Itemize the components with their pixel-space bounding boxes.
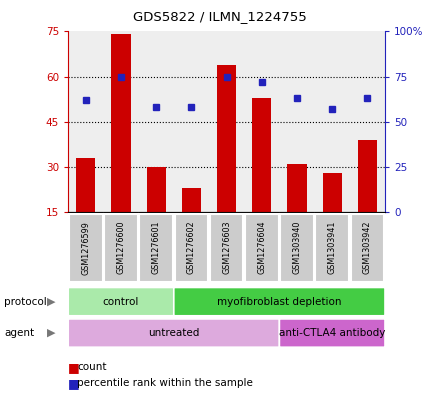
Text: GSM1303940: GSM1303940	[293, 221, 301, 274]
Bar	[217, 64, 236, 212]
FancyBboxPatch shape	[280, 214, 314, 281]
FancyBboxPatch shape	[104, 214, 138, 281]
Text: myofibroblast depletion: myofibroblast depletion	[217, 297, 341, 307]
Bar	[111, 35, 131, 212]
Bar	[252, 98, 271, 212]
Text: GSM1276604: GSM1276604	[257, 221, 266, 274]
Text: count: count	[77, 362, 106, 373]
Text: ▶: ▶	[47, 297, 56, 307]
Bar	[358, 140, 377, 212]
Bar	[182, 188, 201, 212]
Text: GSM1276600: GSM1276600	[117, 221, 125, 274]
FancyBboxPatch shape	[68, 319, 279, 347]
Text: GSM1276601: GSM1276601	[152, 221, 161, 274]
Text: GSM1303941: GSM1303941	[328, 221, 337, 274]
FancyBboxPatch shape	[175, 214, 208, 281]
Text: ■: ■	[68, 361, 84, 374]
Text: percentile rank within the sample: percentile rank within the sample	[77, 378, 253, 388]
FancyBboxPatch shape	[245, 214, 279, 281]
FancyBboxPatch shape	[315, 214, 349, 281]
FancyBboxPatch shape	[351, 214, 384, 281]
FancyBboxPatch shape	[279, 319, 385, 347]
FancyBboxPatch shape	[68, 287, 174, 316]
FancyBboxPatch shape	[139, 214, 173, 281]
Text: ▶: ▶	[47, 328, 56, 338]
Text: protocol: protocol	[4, 297, 47, 307]
Text: GSM1276603: GSM1276603	[222, 221, 231, 274]
Bar	[76, 158, 95, 212]
Text: untreated: untreated	[148, 328, 199, 338]
FancyBboxPatch shape	[174, 287, 385, 316]
FancyBboxPatch shape	[210, 214, 243, 281]
Text: GSM1276602: GSM1276602	[187, 221, 196, 274]
Text: control: control	[103, 297, 139, 307]
Bar	[323, 173, 342, 212]
FancyBboxPatch shape	[69, 214, 103, 281]
Text: GDS5822 / ILMN_1224755: GDS5822 / ILMN_1224755	[133, 10, 307, 23]
Text: GSM1276599: GSM1276599	[81, 220, 90, 275]
Text: anti-CTLA4 antibody: anti-CTLA4 antibody	[279, 328, 385, 338]
Bar	[287, 164, 307, 212]
Text: ■: ■	[68, 376, 84, 390]
Text: agent: agent	[4, 328, 34, 338]
Bar	[147, 167, 166, 212]
Text: GSM1303942: GSM1303942	[363, 221, 372, 274]
